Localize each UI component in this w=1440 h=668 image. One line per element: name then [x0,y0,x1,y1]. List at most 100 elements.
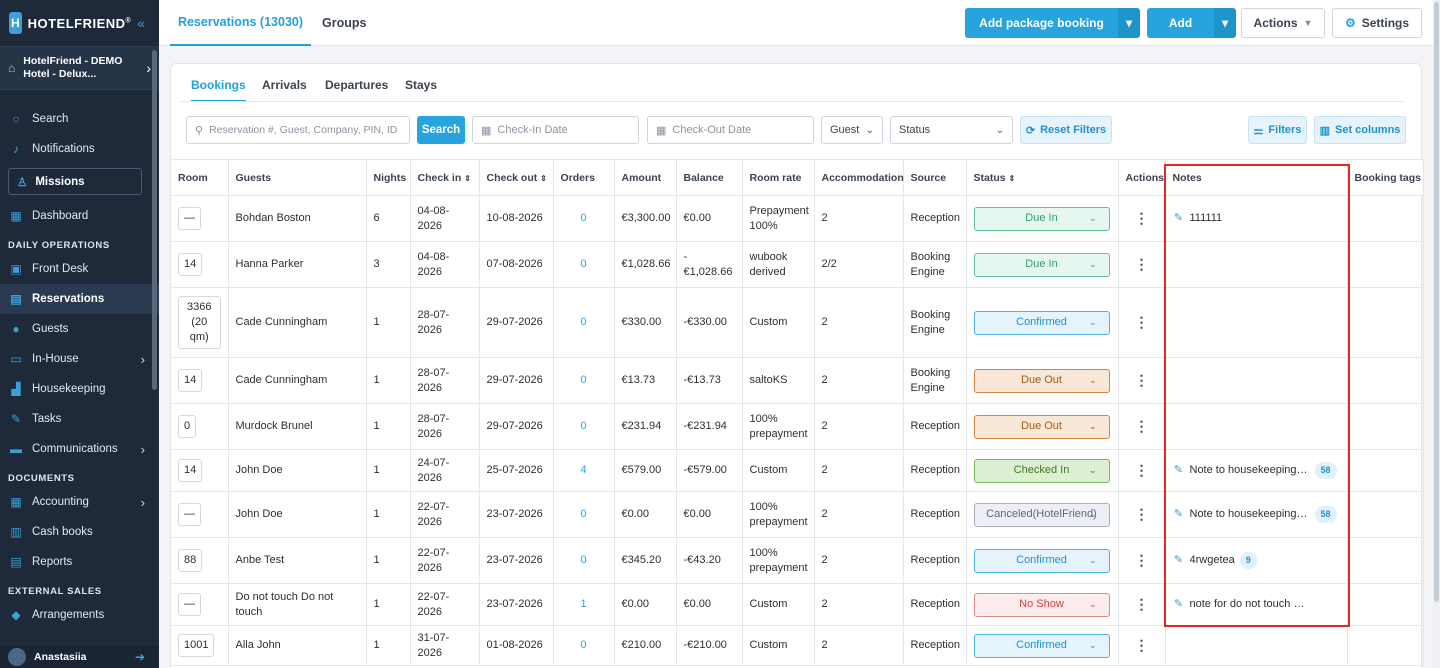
row-actions-menu-icon[interactable]: ⋮ [1118,287,1166,358]
status-dropdown[interactable]: Due Out ⌄ [973,368,1110,393]
guest-name[interactable]: John Doe [228,491,367,538]
hotel-selector[interactable]: ⌂ HotelFriend - DEMO Hotel - Delux... › [0,46,159,90]
page-scrollbar[interactable] [1433,0,1440,668]
search-button[interactable]: Search [417,116,465,144]
set-columns-button[interactable]: ▥ Set columns [1314,116,1406,144]
table-row[interactable]: 1001 Alla John 1 31-07-2026 01-08-2026 0… [171,625,1424,666]
orders-link[interactable]: 0 [553,195,615,242]
table-row[interactable]: 0 Murdock Brunel 1 28-07-2026 29-07-2026… [171,403,1424,450]
row-actions-menu-icon[interactable]: ⋮ [1118,195,1166,242]
status-dropdown[interactable]: Due In ⌄ [973,206,1110,231]
row-actions-menu-icon[interactable]: ⋮ [1118,537,1166,584]
filters-button[interactable]: ⚌ Filters [1248,116,1307,144]
missions-button[interactable]: ♙ Missions [8,168,142,195]
sidebar-item-search[interactable]: ○ Search [0,104,159,134]
room-number[interactable]: — [178,503,201,526]
guest-select[interactable]: Guest ⌄ [821,116,883,144]
sidebar-item-accounting[interactable]: ▦ Accounting › [10,494,145,510]
room-number[interactable]: 0 [178,415,197,438]
check-in-date-input[interactable]: ▦ Check-In Date [472,116,639,144]
guest-name[interactable]: Do not touch Do not touch [228,583,367,626]
user-profile[interactable]: Anastasiia ➔ [0,646,159,668]
table-row[interactable]: 88 Anbe Test 1 22-07-2026 23-07-2026 0 €… [171,537,1424,584]
sidebar-item-reports[interactable]: ▤ Reports [10,555,73,569]
table-row[interactable]: 3366 (20 qm) Cade Cunningham 1 28-07-202… [171,287,1424,358]
tab-arrivals[interactable]: Arrivals [262,78,307,92]
table-row[interactable]: 14 John Doe 1 24-07-2026 25-07-2026 4 €5… [171,449,1424,492]
sidebar-item-communications[interactable]: ▬ Communications › [10,441,145,457]
guest-name[interactable]: Hanna Parker [228,241,367,288]
sidebar-item-arrangements[interactable]: ◆ Arrangements [0,600,159,630]
status-dropdown[interactable]: Checked In ⌄ [973,458,1110,483]
guest-name[interactable]: Bohdan Boston [228,195,367,242]
tab-departures[interactable]: Departures [325,78,389,92]
guest-name[interactable]: Cade Cunningham [228,287,367,358]
table-row[interactable]: 14 Cade Cunningham 1 28-07-2026 29-07-20… [171,357,1424,404]
collapse-sidebar-icon[interactable]: « [137,15,145,31]
row-actions-menu-icon[interactable]: ⋮ [1118,241,1166,288]
sidebar-item-in-house[interactable]: ▭ In-House › [10,351,145,367]
row-actions-menu-icon[interactable]: ⋮ [1118,491,1166,538]
row-actions-menu-icon[interactable]: ⋮ [1118,583,1166,626]
guest-name[interactable]: John Doe [228,449,367,492]
note-cell-content[interactable]: ✎ Note to housekeeping J... 58 [1173,506,1340,523]
guest-name[interactable]: Anbe Test [228,537,367,584]
search-input[interactable]: ⚲ Reservation #, Guest, Company, PIN, ID [186,116,410,144]
room-number[interactable]: 14 [178,253,203,276]
sidebar-item-housekeeping[interactable]: ▟ Housekeeping [0,374,159,404]
note-cell-content[interactable]: ✎ note for do not touch guest [1173,597,1340,612]
orders-link[interactable]: 1 [553,583,615,626]
room-number[interactable]: 14 [178,369,203,392]
sidebar-item-guests[interactable]: ● Guests [0,314,159,344]
page-scrollbar-thumb[interactable] [1434,2,1439,602]
sidebar-item-notifications[interactable]: ♪ Notifications [0,134,159,164]
status-dropdown[interactable]: Due In ⌄ [973,252,1110,277]
guest-name[interactable]: Cade Cunningham [228,357,367,404]
status-dropdown[interactable]: No Show ⌄ [973,592,1110,617]
sidebar-item-cash-books[interactable]: ▥ Cash books [10,525,93,539]
add-dropdown-icon[interactable]: ▾ [1214,8,1236,38]
tab-bookings[interactable]: Bookings [191,78,246,102]
orders-link[interactable]: 0 [553,403,615,450]
room-number[interactable]: 88 [178,549,203,572]
room-number[interactable]: — [178,207,201,230]
room-number[interactable]: 3366 (20 qm) [178,296,221,349]
sidebar-item-tasks[interactable]: ✎ Tasks [10,412,62,426]
add-button[interactable]: Add [1147,8,1214,38]
tab-groups[interactable]: Groups [322,16,367,30]
row-actions-menu-icon[interactable]: ⋮ [1118,449,1166,492]
status-dropdown[interactable]: Confirmed ⌄ [973,548,1110,573]
orders-link[interactable]: 0 [553,625,615,666]
sidebar-item-reservations[interactable]: ▤ Reservations [0,284,159,314]
row-actions-menu-icon[interactable]: ⋮ [1118,403,1166,450]
note-cell-content[interactable]: ✎ 111111 [1173,211,1340,226]
sidebar-item-dashboard[interactable]: ▦ Dashboard [10,209,89,223]
column-check-in[interactable]: Check in ⇕ [410,159,480,196]
check-out-date-input[interactable]: ▦ Check-Out Date [647,116,814,144]
status-select[interactable]: Status ⌄ [890,116,1013,144]
table-row[interactable]: — Bohdan Boston 6 04-08-2026 10-08-2026 … [171,195,1424,242]
orders-link[interactable]: 0 [553,241,615,288]
orders-link[interactable]: 0 [553,491,615,538]
status-dropdown[interactable]: Confirmed ⌄ [973,633,1110,658]
orders-link[interactable]: 0 [553,287,615,358]
room-number[interactable]: 1001 [178,634,215,657]
room-number[interactable]: 14 [178,459,203,482]
table-row[interactable]: — Do not touch Do not touch 1 22-07-2026… [171,583,1424,626]
room-number[interactable]: — [178,593,201,616]
sidebar-scrollbar[interactable] [152,50,157,390]
row-actions-menu-icon[interactable]: ⋮ [1118,357,1166,404]
settings-button[interactable]: ⚙ Settings [1332,8,1422,38]
column-status[interactable]: Status ⇕ [966,159,1119,196]
reset-filters-button[interactable]: ⟳ Reset Filters [1020,116,1112,144]
orders-link[interactable]: 4 [553,449,615,492]
tab-reservations[interactable]: Reservations (13030) [170,0,311,46]
table-row[interactable]: — John Doe 1 22-07-2026 23-07-2026 0 €0.… [171,491,1424,538]
note-cell-content[interactable]: ✎ Note to housekeeping J... 58 [1173,462,1340,479]
status-dropdown[interactable]: Canceled(HotelFriend) ⌄ [973,502,1110,527]
status-dropdown[interactable]: Confirmed ⌄ [973,310,1110,335]
logout-icon[interactable]: ➔ [134,650,145,664]
add-package-booking-button[interactable]: Add package booking [965,8,1118,38]
orders-link[interactable]: 0 [553,537,615,584]
sidebar-item-front-desk[interactable]: ▣ Front Desk [10,262,89,276]
